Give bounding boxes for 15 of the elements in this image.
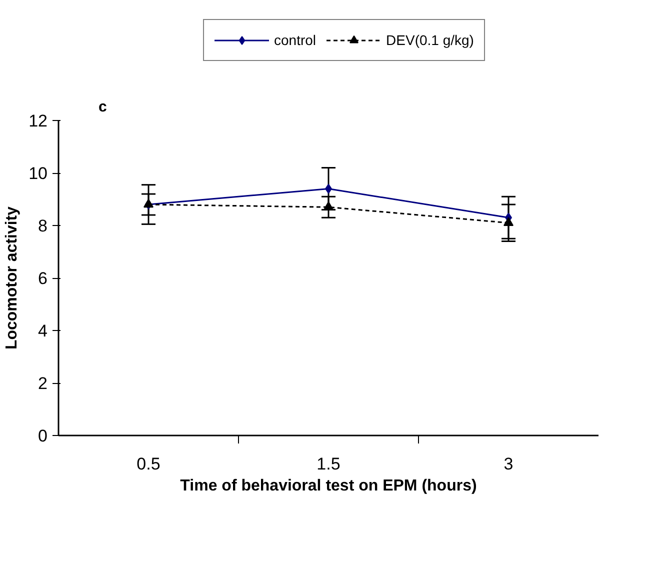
y-tick-label: 6: [38, 269, 48, 288]
legend-label: control: [274, 32, 316, 48]
y-tick-label: 8: [38, 216, 48, 236]
x-tick-label: 0.5: [136, 454, 160, 474]
x-tick-label: 3: [504, 454, 514, 474]
y-axis-title: Locomotor activity: [4, 206, 21, 350]
y-tick-label: 10: [28, 164, 48, 183]
x-axis-title: Time of behavioral test on EPM (hours): [180, 478, 477, 494]
legend-label: DEV(0.1 g/kg): [386, 32, 474, 48]
y-tick-label: 12: [28, 112, 48, 130]
x-tick-label: 1.5: [316, 454, 340, 474]
y-tick-label: 4: [38, 322, 48, 340]
y-tick-label: 0: [38, 426, 48, 446]
y-tick-label: 2: [38, 374, 48, 393]
chart-title: c: [98, 98, 107, 116]
